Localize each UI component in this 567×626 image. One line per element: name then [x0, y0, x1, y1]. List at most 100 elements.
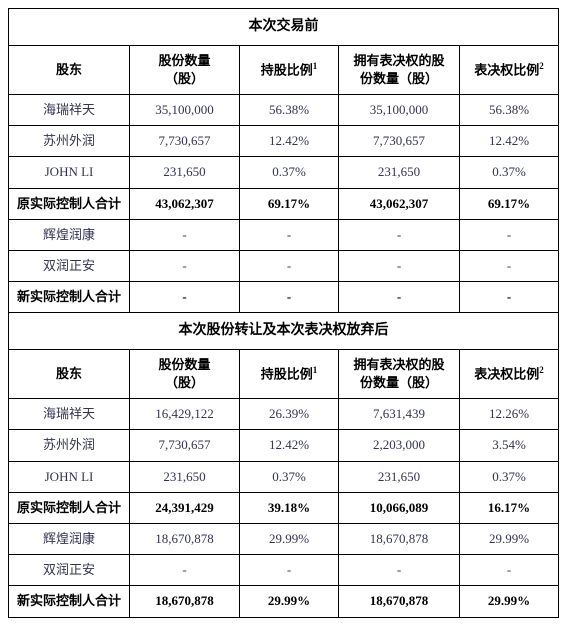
- shares-cell: 7,730,657: [130, 126, 240, 157]
- total-label: 原实际控制人合计: [9, 188, 130, 219]
- shares-cell: 16,429,122: [130, 399, 240, 430]
- total-votingpct: -: [460, 282, 559, 313]
- total-holdpct: -: [240, 282, 339, 313]
- table-row: 苏州外润7,730,65712.42%2,203,0003.54%: [9, 430, 559, 461]
- holdpct-cell: 0.37%: [240, 157, 339, 188]
- col-holdpct: 持股比例1: [240, 349, 339, 398]
- total-shares: 43,062,307: [130, 188, 240, 219]
- shareholder-name: JOHN LI: [9, 461, 130, 492]
- total-shares: 18,670,878: [130, 586, 240, 617]
- shares-cell: 231,650: [130, 461, 240, 492]
- votingpct-cell: 29.99%: [460, 524, 559, 555]
- table-row: JOHN LI231,6500.37%231,6500.37%: [9, 157, 559, 188]
- col-votingshares: 拥有表决权的股份数量（股）: [339, 349, 460, 398]
- superscript: 1: [313, 61, 318, 71]
- total-shares: 24,391,429: [130, 492, 240, 523]
- votingpct-cell: 3.54%: [460, 430, 559, 461]
- holdpct-cell: -: [240, 219, 339, 250]
- total-votingshares: 18,670,878: [339, 586, 460, 617]
- votingpct-cell: 12.26%: [460, 399, 559, 430]
- total-label: 新实际控制人合计: [9, 586, 130, 617]
- votingpct-cell: -: [460, 250, 559, 281]
- col-holdpct: 持股比例1: [240, 45, 339, 94]
- table-row: 苏州外润7,730,65712.42%7,730,65712.42%: [9, 126, 559, 157]
- votingshares-cell: 231,650: [339, 157, 460, 188]
- votingpct-cell: -: [460, 219, 559, 250]
- votingshares-cell: 18,670,878: [339, 524, 460, 555]
- col-shareholder: 股东: [9, 45, 130, 94]
- votingpct-cell: 0.37%: [460, 157, 559, 188]
- holdpct-cell: 26.39%: [240, 399, 339, 430]
- holdpct-cell: 12.42%: [240, 430, 339, 461]
- table-row: 海瑞祥天16,429,12226.39%7,631,43912.26%: [9, 399, 559, 430]
- total-row: 新实际控制人合计18,670,87829.99%18,670,87829.99%: [9, 586, 559, 617]
- total-shares: -: [130, 282, 240, 313]
- holdpct-cell: 29.99%: [240, 524, 339, 555]
- superscript: 2: [539, 61, 544, 71]
- total-votingpct: 69.17%: [460, 188, 559, 219]
- shares-cell: -: [130, 250, 240, 281]
- votingpct-cell: 12.42%: [460, 126, 559, 157]
- votingshares-cell: -: [339, 555, 460, 586]
- shareholder-name: 苏州外润: [9, 126, 130, 157]
- holdpct-cell: -: [240, 250, 339, 281]
- total-row: 原实际控制人合计43,062,30769.17%43,062,30769.17%: [9, 188, 559, 219]
- shareholder-name: 苏州外润: [9, 430, 130, 461]
- table-body: 本次交易前股东股份数量（股）持股比例1拥有表决权的股份数量（股）表决权比例2海瑞…: [9, 9, 559, 618]
- shares-cell: 7,730,657: [130, 430, 240, 461]
- col-votingshares: 拥有表决权的股份数量（股）: [339, 45, 460, 94]
- col-votingpct: 表决权比例2: [460, 349, 559, 398]
- total-votingshares: 43,062,307: [339, 188, 460, 219]
- shareholder-name: JOHN LI: [9, 157, 130, 188]
- superscript: 2: [539, 365, 544, 375]
- shareholder-name: 辉煌润康: [9, 524, 130, 555]
- total-row: 新实际控制人合计----: [9, 282, 559, 313]
- total-row: 原实际控制人合计24,391,42939.18%10,066,08916.17%: [9, 492, 559, 523]
- total-votingshares: 10,066,089: [339, 492, 460, 523]
- section-title: 本次交易前: [9, 9, 559, 46]
- total-label: 新实际控制人合计: [9, 282, 130, 313]
- col-shares: 股份数量（股）: [130, 349, 240, 398]
- votingshares-cell: -: [339, 219, 460, 250]
- table-row: 海瑞祥天35,100,00056.38%35,100,00056.38%: [9, 94, 559, 125]
- votingshares-cell: 2,203,000: [339, 430, 460, 461]
- votingpct-cell: -: [460, 555, 559, 586]
- holdpct-cell: 56.38%: [240, 94, 339, 125]
- votingpct-cell: 56.38%: [460, 94, 559, 125]
- shares-cell: 18,670,878: [130, 524, 240, 555]
- votingpct-cell: 0.37%: [460, 461, 559, 492]
- total-votingshares: -: [339, 282, 460, 313]
- votingshares-cell: -: [339, 250, 460, 281]
- shares-cell: -: [130, 219, 240, 250]
- table-row: JOHN LI231,6500.37%231,6500.37%: [9, 461, 559, 492]
- shareholder-name: 海瑞祥天: [9, 399, 130, 430]
- section-title: 本次股份转让及本次表决权放弃后: [9, 313, 559, 350]
- shares-cell: 35,100,000: [130, 94, 240, 125]
- votingshares-cell: 7,631,439: [339, 399, 460, 430]
- shares-cell: 231,650: [130, 157, 240, 188]
- col-shareholder: 股东: [9, 349, 130, 398]
- total-holdpct: 29.99%: [240, 586, 339, 617]
- col-votingpct: 表决权比例2: [460, 45, 559, 94]
- votingshares-cell: 231,650: [339, 461, 460, 492]
- holdpct-cell: -: [240, 555, 339, 586]
- total-holdpct: 39.18%: [240, 492, 339, 523]
- table-row: 双润正安----: [9, 555, 559, 586]
- total-votingpct: 29.99%: [460, 586, 559, 617]
- shares-cell: -: [130, 555, 240, 586]
- holdpct-cell: 0.37%: [240, 461, 339, 492]
- total-label: 原实际控制人合计: [9, 492, 130, 523]
- share-structure-table: 本次交易前股东股份数量（股）持股比例1拥有表决权的股份数量（股）表决权比例2海瑞…: [8, 8, 559, 618]
- superscript: 1: [313, 365, 318, 375]
- votingshares-cell: 35,100,000: [339, 94, 460, 125]
- shareholder-name: 双润正安: [9, 250, 130, 281]
- shareholder-name: 辉煌润康: [9, 219, 130, 250]
- shareholder-name: 双润正安: [9, 555, 130, 586]
- table-row: 辉煌润康----: [9, 219, 559, 250]
- votingshares-cell: 7,730,657: [339, 126, 460, 157]
- col-shares: 股份数量（股）: [130, 45, 240, 94]
- table-row: 双润正安----: [9, 250, 559, 281]
- shareholder-name: 海瑞祥天: [9, 94, 130, 125]
- total-votingpct: 16.17%: [460, 492, 559, 523]
- table-row: 辉煌润康18,670,87829.99%18,670,87829.99%: [9, 524, 559, 555]
